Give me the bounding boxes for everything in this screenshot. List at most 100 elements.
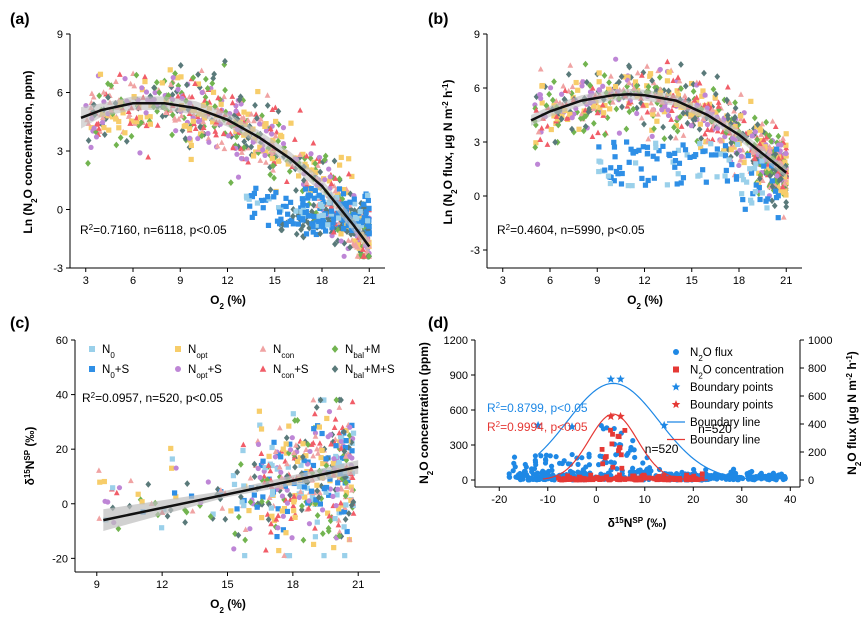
data-point [609,441,615,447]
data-point [113,78,119,85]
data-point [336,186,343,192]
data-point [267,461,273,467]
data-point [317,230,324,238]
data-point [596,168,602,175]
data-point [260,494,266,500]
data-point [278,216,284,222]
data-point [242,536,249,544]
data-point [171,490,178,496]
data-point [255,441,262,447]
y-tick-label: 0 [462,475,468,487]
data-point [651,125,657,133]
data-point [352,238,358,244]
data-point [773,188,779,194]
data-point [280,141,287,147]
data-point [783,203,790,211]
data-point [365,218,371,224]
data-point [267,467,274,474]
data-point [188,156,194,163]
data-point [213,131,219,138]
data-point [248,111,255,117]
data-point [195,135,201,142]
data-point [189,508,196,514]
legend-label: Boundary points [690,382,773,394]
data-point [257,116,264,122]
data-point [274,218,281,224]
data-point [635,467,642,474]
data-point [318,482,325,490]
data-point [667,133,674,141]
data-point [596,144,602,150]
data-point [336,459,342,466]
data-point [135,121,142,129]
x-tick-label: 40 [784,494,796,506]
data-point [567,111,573,117]
text-span: N [345,364,353,376]
data-point [116,485,123,491]
data-point [230,144,237,151]
data-point [619,103,625,111]
x-axis-label: O2 (%) [627,293,663,311]
data-point [293,230,300,238]
data-point [742,206,748,212]
data-point [590,477,596,483]
data-point [763,133,770,140]
data-point [285,464,291,470]
data-point [707,473,713,479]
data-point [775,132,782,140]
x-tick-label: 0 [593,494,599,506]
data-point [295,221,302,227]
data-point [201,130,208,138]
data-point [143,110,149,116]
data-point [748,170,755,176]
text-span: opt [196,371,208,380]
data-point [321,156,328,164]
data-point [336,506,342,512]
data-point [660,123,666,131]
data-point [539,472,545,479]
data-point [627,476,633,482]
data-point [310,452,317,459]
data-point [120,110,126,116]
text-span: 2 [30,198,39,203]
data-point [326,408,333,415]
data-point [312,433,319,439]
data-point [234,506,240,512]
text-span: 2 [506,223,511,232]
data-point [267,186,274,194]
data-point [293,442,299,448]
data-point [212,128,219,134]
data-point [335,480,341,486]
data-point [278,454,284,460]
data-point [553,113,560,119]
data-point [306,224,313,232]
data-point [582,476,587,482]
text-span: O flux, µg N m [441,108,455,189]
data-point [269,488,276,494]
data-point [303,179,310,185]
data-point [309,167,315,173]
data-point [300,151,306,157]
x-tick-label: 9 [177,275,183,287]
data-point [630,438,636,444]
data-point [556,475,561,481]
data-point [637,477,643,483]
data-point [538,125,545,131]
data-point [186,126,193,132]
data-point [753,161,759,167]
data-point [728,139,735,147]
data-point [641,120,647,128]
data-point [547,85,554,91]
data-point [775,193,781,199]
data-point [692,114,698,122]
text-span: +S [207,364,222,376]
data-point [775,215,781,221]
stat-text: R2=0.8799, p<0.05 [487,401,588,416]
data-point [664,58,671,65]
text-span: N [102,364,110,376]
data-point [684,152,690,158]
data-point [225,133,232,139]
text-span: N [690,347,698,359]
data-point [737,147,743,154]
text-span: h [441,91,455,102]
